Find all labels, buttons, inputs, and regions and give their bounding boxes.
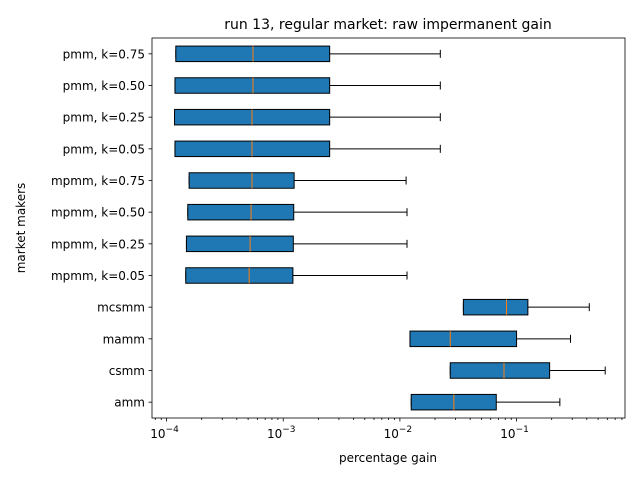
box-mpmm-k-0-50 [187,203,408,221]
iqr-box [185,267,294,284]
y-ticks-layer: amm csmm mamm mcsmm mpmm, k=0.05 mpmm, k=0.25… [51,47,152,410]
y-tick-label: mamm [103,332,145,346]
y-tick-label: pmm, k=0.75 [63,47,145,61]
box-pmm-k-0-75 [175,45,441,63]
y-tick-label: mpmm, k=0.25 [51,237,145,251]
box-mpmm-k-0-75 [188,172,407,189]
iqr-box [409,330,518,348]
x-tick-label: 10−1 [500,425,529,441]
box-mpmm-k-0-05 [185,267,408,284]
y-tick-label: mpmm, k=0.75 [51,174,145,188]
y-tick-label: mcsmm [97,301,145,315]
x-tick-label: 10−4 [150,425,179,441]
y-tick-label: pmm, k=0.25 [63,111,145,125]
box-pmm-k-0-05 [174,140,441,158]
y-tick-label: mpmm, k=0.50 [51,206,145,220]
chart-title: run 13, regular market: raw impermanent … [224,17,552,33]
box-pmm-k-0-25 [174,108,441,126]
y-tick-label: csmm [109,364,145,378]
iqr-box [449,362,551,379]
box-amm [410,393,561,411]
x-ticks-layer: 10−4 10−3 10−2 10−1 [150,418,623,441]
box-mamm [409,330,572,348]
box-mcsmm [462,298,590,316]
box-mpmm-k-0-25 [185,235,408,253]
iqr-box [174,77,331,94]
plot-frame [151,37,626,419]
y-axis-label: market makers [14,183,28,274]
iqr-box [187,203,295,221]
iqr-box [188,172,295,189]
iqr-box [185,235,294,253]
y-tick-label: pmm, k=0.50 [63,79,145,93]
x-axis-label: percentage gain [339,451,437,465]
x-tick-label: 10−2 [384,425,413,441]
x-tick-label: 10−3 [267,425,296,441]
iqr-box [462,298,529,316]
box-pmm-k-0-50 [174,77,441,94]
y-tick-label: pmm, k=0.05 [63,142,145,156]
box-csmm [449,362,606,379]
y-tick-label: mpmm, k=0.05 [51,269,145,283]
y-tick-label: amm [114,396,145,410]
boxes-layer [174,45,606,411]
